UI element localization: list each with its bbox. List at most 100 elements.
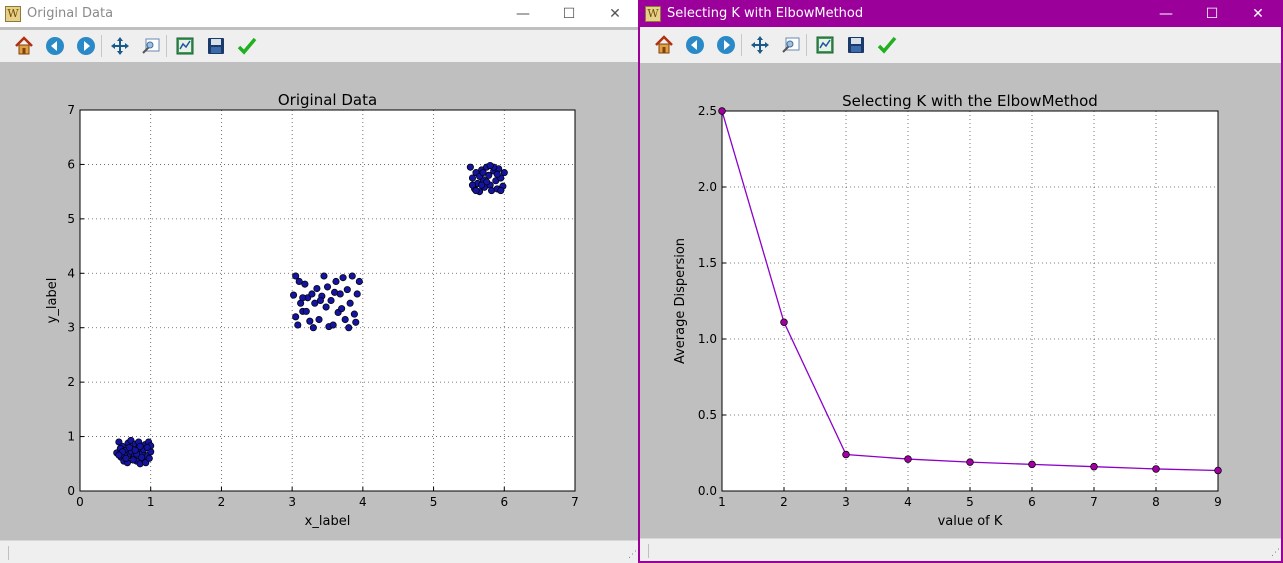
- toolbar-separator: [806, 34, 807, 56]
- back-arrow-icon: [45, 37, 64, 55]
- scatter-point: [320, 272, 328, 280]
- status-bar: ⋰: [640, 538, 1281, 561]
- home-button[interactable]: [648, 31, 679, 59]
- title-bar[interactable]: W Original Data — ☐ ✕: [0, 0, 638, 27]
- scatter-point: [353, 290, 361, 298]
- scatter-point: [331, 288, 339, 296]
- status-bar: ⋰: [0, 540, 638, 563]
- title-bar[interactable]: W Selecting K with ElbowMethod — ☐ ✕: [640, 0, 1281, 27]
- scatter-point: [483, 178, 491, 186]
- scatter-point: [122, 454, 130, 462]
- x-tick-label: 1: [147, 495, 155, 509]
- elbow-point: [780, 318, 788, 327]
- scatter-point: [468, 174, 477, 182]
- close-button[interactable]: ✕: [609, 5, 621, 22]
- x-tick-label: 2: [218, 495, 226, 509]
- save-disk-button[interactable]: [200, 32, 231, 60]
- scatter-point: [478, 181, 486, 189]
- x-tick-label: 0: [76, 495, 84, 509]
- scatter-point: [301, 280, 309, 288]
- configure-subplots-icon: [176, 37, 193, 55]
- scatter-point: [292, 272, 300, 280]
- plot-frame: [721, 110, 1219, 492]
- scatter-point: [327, 296, 335, 305]
- scatter-point: [486, 161, 494, 170]
- y-tick-label: 6: [67, 157, 75, 171]
- scatter-point: [309, 324, 317, 332]
- checkmark-icon: [877, 36, 896, 54]
- scatter-point: [313, 284, 321, 293]
- forward-arrow-button[interactable]: [70, 32, 101, 60]
- scatter-point: [316, 296, 324, 305]
- x-tick-label: 5: [966, 495, 974, 509]
- back-arrow-button[interactable]: [39, 32, 70, 60]
- y-tick-label: 1: [67, 430, 75, 444]
- y-tick-label: 3: [67, 321, 75, 335]
- minimize-button[interactable]: —: [516, 5, 530, 22]
- scatter-point: [485, 171, 493, 179]
- scatter-point: [136, 442, 144, 450]
- checkmark-button[interactable]: [231, 32, 262, 60]
- close-button[interactable]: ✕: [1252, 5, 1264, 22]
- pan-arrows-button[interactable]: [744, 31, 775, 59]
- scatter-point: [329, 321, 337, 329]
- y-tick-label: 1.5: [698, 256, 717, 270]
- scatter-point: [306, 317, 314, 325]
- forward-arrow-button[interactable]: [710, 31, 741, 59]
- scatter-series: [113, 161, 508, 468]
- home-button[interactable]: [8, 32, 39, 60]
- x-tick-label: 4: [359, 495, 367, 509]
- status-divider: [648, 544, 649, 558]
- scatter-point: [497, 187, 505, 195]
- elbow-point: [1152, 465, 1160, 473]
- pan-arrows-button[interactable]: [104, 32, 135, 60]
- save-disk-button[interactable]: [840, 31, 871, 59]
- scatter-point: [290, 291, 298, 299]
- scatter-point: [346, 299, 354, 307]
- y-axis-label: y_label: [45, 278, 60, 324]
- zoom-rect-button[interactable]: [135, 32, 166, 60]
- scatter-point: [341, 315, 349, 324]
- back-arrow-button[interactable]: [679, 31, 710, 59]
- elbow-point: [966, 458, 974, 466]
- status-divider: [8, 546, 9, 560]
- scatter-point: [294, 321, 302, 329]
- pan-arrows-icon: [110, 37, 129, 55]
- x-tick-label: 5: [430, 495, 438, 509]
- scatter-point: [339, 274, 347, 282]
- y-tick-label: 2.5: [698, 104, 717, 118]
- checkmark-button[interactable]: [871, 31, 902, 59]
- elbow-point: [1214, 466, 1222, 475]
- scatter-chart: 0 1 2 3 4 5 6 7 0 1 2 3 4 5 6 7 Original Data x_label y_la…: [45, 91, 579, 529]
- resize-grip-icon[interactable]: ⋰: [628, 550, 637, 560]
- maximize-button[interactable]: ☐: [562, 5, 576, 22]
- elbow-point: [718, 107, 726, 115]
- window-title: Selecting K with ElbowMethod: [667, 6, 864, 21]
- scatter-point: [129, 456, 137, 464]
- x-tick-label: 1: [718, 495, 726, 509]
- x-tick-label: 6: [1028, 495, 1036, 509]
- zoom-rect-icon: [781, 37, 799, 53]
- configure-subplots-button[interactable]: [169, 32, 200, 60]
- y-tick-label: 2: [67, 375, 75, 389]
- scatter-point: [311, 299, 319, 307]
- y-tick-label: 0: [67, 484, 75, 498]
- zoom-rect-button[interactable]: [775, 31, 806, 59]
- scatter-point: [131, 446, 139, 454]
- minimize-button[interactable]: —: [1159, 5, 1173, 22]
- home-icon: [654, 35, 673, 54]
- navigation-toolbar: [640, 27, 1281, 63]
- scatter-point: [125, 443, 134, 452]
- chart-title: Original Data: [278, 91, 377, 109]
- navigation-toolbar: [0, 30, 638, 62]
- scatter-point: [355, 277, 363, 286]
- configure-subplots-button[interactable]: [809, 31, 840, 59]
- pan-arrows-icon: [750, 36, 769, 54]
- scatter-point: [468, 181, 477, 189]
- x-tick-label: 4: [904, 495, 912, 509]
- x-tick-label: 9: [1214, 495, 1222, 509]
- y-axis-label: Average Dispersion: [673, 238, 688, 364]
- resize-grip-icon[interactable]: ⋰: [1271, 548, 1280, 558]
- maximize-button[interactable]: ☐: [1205, 5, 1219, 22]
- zoom-rect-icon: [141, 38, 159, 54]
